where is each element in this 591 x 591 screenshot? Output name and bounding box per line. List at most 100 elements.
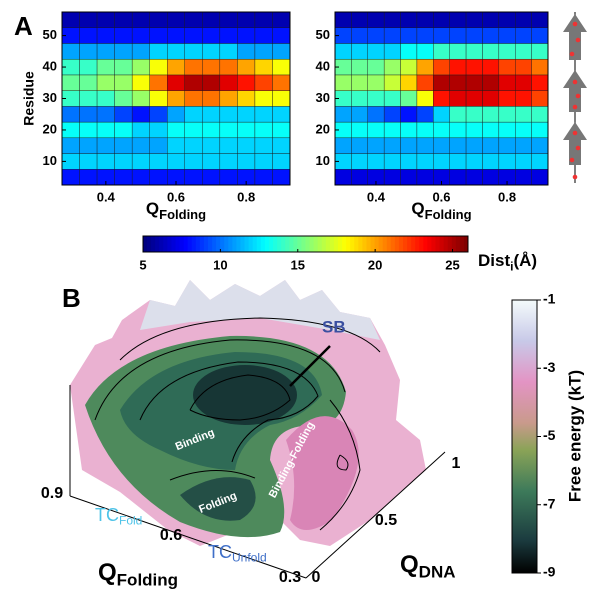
- y-tick-label: 10: [43, 153, 57, 168]
- colorbar-swatch: [329, 236, 335, 252]
- heatmap-cell: [334, 74, 352, 91]
- colorbar-tick-label: -5: [543, 427, 556, 443]
- heatmap-cell: [272, 90, 291, 107]
- heatmap-cell: [167, 11, 185, 28]
- heatmap-cell: [131, 137, 150, 154]
- heatmap-cell: [149, 27, 168, 44]
- heatmap-cell: [433, 43, 450, 60]
- heatmap-cell: [184, 11, 203, 28]
- heatmap-cell: [433, 106, 450, 123]
- colorbar-swatch: [366, 236, 371, 252]
- heatmap-cell: [351, 121, 368, 139]
- heatmap-cell: [383, 74, 401, 91]
- heatmap-cell: [465, 137, 483, 154]
- colorbar-tick-label: 10: [213, 257, 227, 272]
- heatmap-cell: [96, 121, 115, 139]
- heatmap-cell: [515, 27, 532, 44]
- colorbar-swatch: [431, 236, 436, 252]
- heatmap-cell: [449, 137, 467, 154]
- heatmap-cell: [531, 43, 549, 60]
- heatmap-cell: [383, 58, 401, 76]
- colorbar-swatch: [333, 236, 339, 252]
- annotation: SB: [322, 317, 346, 336]
- heatmap-cell: [131, 169, 150, 186]
- heatmap-cell: [416, 137, 434, 154]
- colorbar-swatch: [277, 236, 282, 252]
- axis-tick-label: 0: [312, 569, 321, 586]
- heatmap-cell: [202, 153, 221, 170]
- heatmap-cell: [219, 90, 238, 107]
- colorbar-tick-label: -9: [543, 564, 556, 580]
- heatmap-cell: [498, 90, 516, 107]
- heatmap-cell: [531, 74, 549, 91]
- colorbar-swatch: [415, 236, 420, 252]
- heatmap-cell: [433, 137, 450, 154]
- x-tick-label: 0.6: [432, 189, 450, 204]
- colorbar-swatch: [163, 236, 168, 252]
- colorbar-frame: [142, 235, 469, 253]
- tc-unfold-label: TCUnfold: [208, 542, 267, 565]
- y-axis-label-main: Q: [400, 551, 419, 578]
- heatmap-cell: [515, 169, 532, 186]
- heatmap-cell: [184, 27, 203, 44]
- heatmap-cell: [515, 11, 532, 28]
- heatmap-cell: [61, 169, 80, 186]
- heatmap-cell: [416, 11, 434, 28]
- heatmap-cell: [79, 137, 98, 154]
- heatmap-cell: [482, 169, 500, 186]
- heatmap-cell: [131, 27, 150, 44]
- heatmap-cell: [416, 74, 434, 91]
- colorbar-swatch: [228, 236, 233, 252]
- heatmap-cell: [351, 169, 368, 186]
- heatmap-cell: [465, 43, 483, 60]
- colorbar-swatch: [370, 236, 376, 252]
- heatmap-cell: [351, 43, 368, 60]
- heatmap-cell: [465, 74, 483, 91]
- colorbar-tick-label: 20: [368, 257, 382, 272]
- x-axis-label: QFolding: [98, 559, 178, 590]
- heatmap-cell: [96, 90, 115, 107]
- heatmap-cell: [482, 11, 500, 28]
- colorbar-label-main: Dist: [478, 251, 510, 270]
- heatmap-cell: [367, 11, 385, 28]
- colorbar-swatch: [374, 236, 380, 252]
- heatmap-cell: [531, 58, 549, 76]
- colorbar-swatch: [179, 236, 185, 252]
- heatmap-cell: [149, 137, 168, 154]
- heatmap-cell: [416, 121, 434, 139]
- heatmap-cell: [465, 27, 483, 44]
- x-tick-label: 0.4: [97, 189, 116, 204]
- x-axis-label: QFolding: [411, 199, 471, 222]
- heatmap-cell: [202, 106, 221, 123]
- colorbar-swatch: [260, 236, 266, 252]
- heatmap-cell: [400, 169, 418, 186]
- colorbar-swatch: [423, 236, 428, 252]
- heatmap-cell: [131, 58, 150, 76]
- heatmap-cell: [367, 153, 385, 170]
- colorbar-label: Free energy (kT): [565, 370, 584, 502]
- x-axis-label: QFolding: [146, 199, 206, 222]
- heatmap-cell: [114, 43, 133, 60]
- colorbar-swatch: [386, 236, 392, 252]
- heatmap-cell: [383, 169, 401, 186]
- heatmap-cell: [351, 106, 368, 123]
- x-tick-label: 0.8: [498, 189, 516, 204]
- heatmap-cell: [515, 153, 532, 170]
- heatmap-cell: [79, 74, 98, 91]
- energy-surface: [70, 280, 426, 546]
- heatmap-cell: [184, 137, 203, 154]
- colorbar-tick-label: 15: [291, 257, 305, 272]
- heatmap-cell: [219, 74, 238, 91]
- heatmap-cell: [433, 153, 450, 170]
- colorbar-swatch: [281, 236, 286, 252]
- heatmap-cell: [219, 169, 238, 186]
- axis-tick-label: 0.3: [279, 569, 301, 586]
- heatmap-cell: [79, 58, 98, 76]
- colorbar-swatch: [407, 236, 412, 252]
- heatmap-cell: [400, 74, 418, 91]
- colorbar-swatch: [187, 236, 193, 252]
- heatmap-cell: [449, 27, 467, 44]
- heatmap-cell: [272, 74, 291, 91]
- heatmap-cell: [334, 43, 352, 60]
- heatmap-cell: [237, 153, 256, 170]
